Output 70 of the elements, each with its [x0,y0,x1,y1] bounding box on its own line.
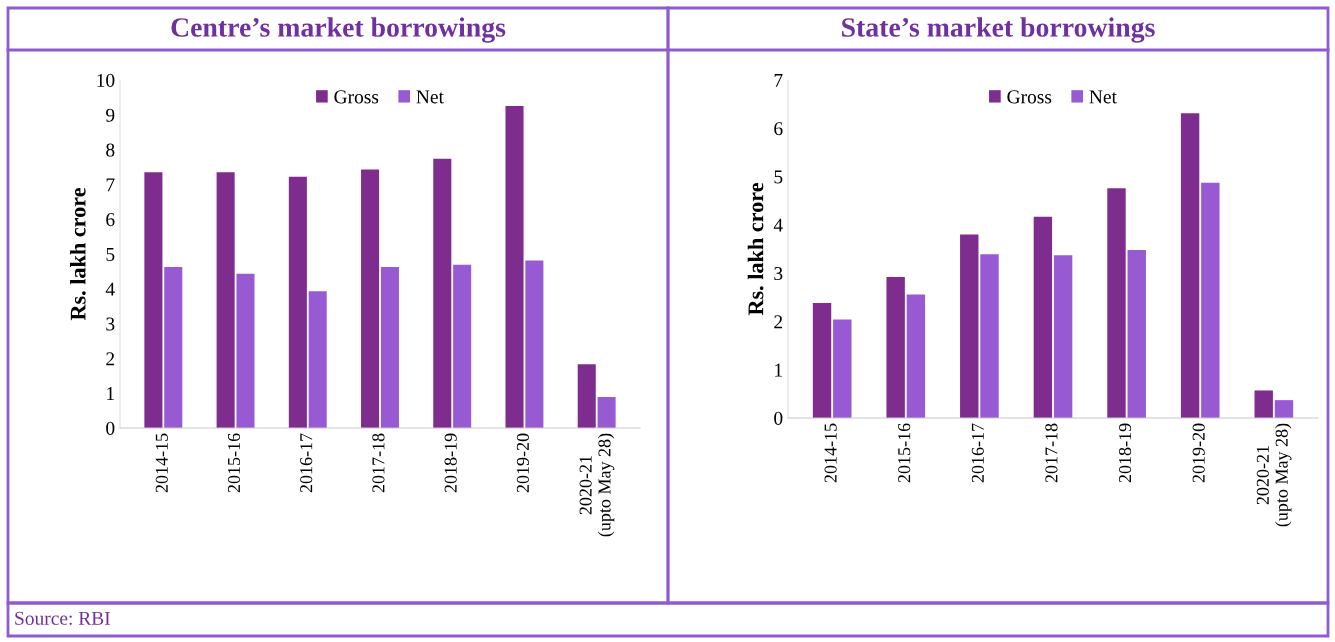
x-tick-label: 2014-15 [155,433,168,493]
x-tick-label: 2015-16 [227,433,241,493]
y-tick-label: 8 [106,143,115,157]
bar [308,291,327,428]
bar [833,319,852,418]
x-tick-label: 2016-17 [300,433,313,493]
x-tick-label: 2017-18 [372,433,385,493]
y-tick-label: 4 [773,218,783,232]
bar [1053,255,1073,418]
bar [525,260,544,428]
x-tick-label: 2017-18 [1045,423,1058,483]
source-note: Source: RBI [15,611,110,625]
y-axis-title: Rs. lakh crore [69,188,86,321]
y-tick-label: 5 [774,170,783,184]
legend-label: Net [416,90,444,104]
bar [288,176,307,428]
y-tick-label: 1 [775,363,782,377]
bar [597,397,616,428]
y-tick-label: 2 [106,352,115,366]
x-tick-label: 2014-15 [824,423,837,483]
y-tick-label: 0 [106,421,115,435]
legend-label: Net [1089,90,1117,104]
y-tick-label: 5 [106,248,115,261]
y-tick-label: 3 [106,317,115,331]
y-tick-label: 7 [106,178,115,192]
bar [577,364,596,428]
bar [906,294,926,418]
y-tick-label: 6 [774,122,783,136]
bar [1107,188,1126,418]
x-tick-label: 2015-16 [898,423,911,483]
bar [453,264,472,428]
chart-title: State’s market borrowings [842,17,1155,43]
bar [236,273,255,428]
y-tick-label: 4 [105,282,115,296]
bar [1274,400,1294,418]
bar [144,172,163,428]
bar [980,254,999,418]
bar [886,277,905,418]
x-tick-label: 2019-20 [516,433,529,493]
bar [164,266,183,428]
x-tick-label: 2016-17 [971,423,984,483]
x-tick-label: 2018-19 [1118,423,1132,483]
bar [1127,249,1146,418]
y-tick-label: 7 [774,74,783,87]
y-tick-label: 6 [106,213,115,227]
bar [505,106,524,428]
x-tick-label: 2020-21 (upto May 28) [1256,423,1292,527]
bar [1033,216,1053,418]
bar [433,158,452,428]
legend-label: Gross [334,90,379,104]
y-tick-label: 2 [774,315,783,329]
bar [960,234,979,418]
bar [1254,390,1273,418]
bar [1180,113,1200,418]
bar [216,172,235,428]
chart-title: Centre’s market borrowings [171,17,506,43]
bar [812,303,832,418]
y-axis-title: Rs. lakh crore [747,183,764,316]
y-tick-label: 0 [774,411,783,425]
y-tick-label: 1 [107,387,114,400]
x-tick-label: 2019-20 [1192,423,1205,483]
bar [1201,182,1220,418]
legend-label: Gross [1007,90,1052,104]
bar [380,266,399,428]
y-tick-label: 10 [97,73,115,87]
y-tick-label: 3 [774,267,783,281]
bar [361,169,380,428]
y-tick-label: 9 [106,108,115,122]
x-tick-label: 2020-21 (upto May 28) [579,433,615,537]
x-tick-label: 2018-19 [444,433,457,493]
